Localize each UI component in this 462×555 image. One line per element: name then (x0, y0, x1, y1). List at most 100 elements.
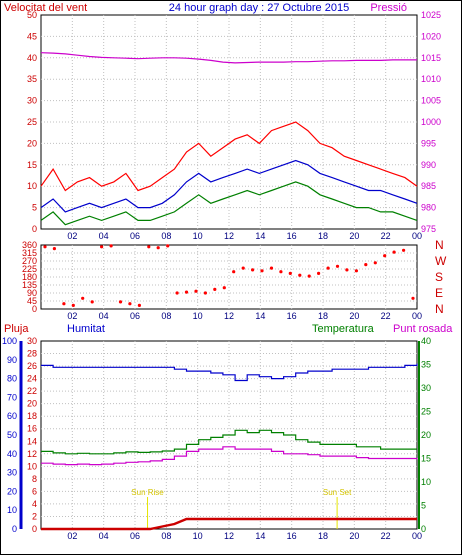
climate-x-tick: 10 (193, 531, 203, 541)
humidity-y-tick: 90 (7, 355, 17, 365)
wind-y-right-tick: 1000 (421, 117, 441, 127)
wind-y-right-tick: 995 (421, 138, 436, 148)
direction-point (241, 266, 245, 270)
direction-point (128, 302, 132, 306)
direction-point (62, 302, 66, 306)
climate-y-left-tick: 4 (32, 499, 37, 509)
climate-y-left-tick: 14 (27, 436, 37, 446)
direction-point (156, 246, 160, 250)
direction-point (109, 244, 113, 248)
wind-x-tick: 04 (99, 231, 109, 241)
wind-y-left-tick: 50 (27, 10, 37, 20)
climate-y-right-tick: 35 (421, 360, 431, 370)
direction-x-tick: 16 (287, 311, 297, 321)
wind-x-tick: 16 (287, 231, 297, 241)
wind-x-tick: 08 (161, 231, 171, 241)
climate-x-tick: 22 (381, 531, 391, 541)
direction-point (251, 268, 255, 272)
temp-humidity-rain-panel: 02 04 06 08 10 12 14 16 18 20 22 000246810121416182… (2, 336, 431, 541)
direction-y-left-tick: 315 (22, 248, 37, 258)
direction-point (392, 250, 396, 254)
climate-y-left-tick: 30 (27, 336, 37, 346)
direction-point (232, 270, 236, 274)
direction-x-tick: 08 (161, 311, 171, 321)
direction-x-tick: 18 (318, 311, 328, 321)
climate-x-tick: 04 (99, 531, 109, 541)
direction-point (137, 303, 141, 307)
climate-y-right-tick: 25 (421, 407, 431, 417)
humidity-y-tick: 50 (7, 430, 17, 440)
direction-y-left-tick: 90 (27, 288, 37, 298)
wind-avg-series (40, 159, 418, 213)
direction-point (222, 286, 226, 290)
wind-direction-panel: 02 04 06 08 10 12 14 16 18 20 22 000459013518022527… (22, 238, 447, 321)
climate-y-right-tick: 10 (421, 477, 431, 487)
chart-title: 24 hour graph day : 27 Octubre 2015 (169, 2, 349, 14)
direction-compass-label: E (435, 286, 443, 300)
climate-y-left-tick: 8 (32, 474, 37, 484)
wind-x-tick: 10 (193, 231, 203, 241)
direction-point (317, 271, 321, 275)
direction-point (307, 274, 311, 278)
rain-series-group (41, 517, 417, 531)
direction-y-left-tick: 45 (27, 296, 37, 306)
climate-y-left-tick: 10 (27, 461, 37, 471)
humidity-y-tick: 40 (7, 449, 17, 459)
humidity-y-tick: 70 (7, 392, 17, 402)
climate-y-left-tick: 12 (27, 449, 37, 459)
wind-x-tick: 22 (381, 231, 391, 241)
climate-y-left-tick: 24 (27, 374, 37, 384)
direction-point (52, 247, 57, 251)
climate-x-tick: 06 (130, 531, 140, 541)
direction-point (100, 245, 104, 249)
climate-y-left-tick: 6 (32, 486, 37, 496)
wind-y-right-tick: 990 (421, 160, 436, 170)
climate-y-left-tick: 0 (32, 524, 37, 534)
humidity-y-tick: 20 (7, 486, 17, 496)
wind-y-right-tick: 1015 (421, 53, 441, 63)
climate-y-right-tick: 5 (421, 501, 426, 511)
humidity-y-tick: 60 (7, 411, 17, 421)
climate-x-tick: 18 (318, 531, 328, 541)
direction-point (383, 254, 387, 258)
direction-point (90, 300, 94, 304)
direction-x-tick: 14 (255, 311, 265, 321)
climate-y-left-tick: 16 (27, 424, 37, 434)
humidity-y-tick: 80 (7, 374, 17, 384)
wind-y-left-tick: 25 (27, 117, 37, 127)
climate-y-right-tick: 20 (421, 430, 431, 440)
direction-point (279, 270, 283, 274)
direction-point (364, 263, 368, 267)
wind-x-tick: 20 (349, 231, 359, 241)
direction-x-tick: 20 (349, 311, 359, 321)
direction-y-left-tick: 270 (22, 256, 37, 266)
wind-y-right-tick: 985 (421, 181, 436, 191)
direction-point (335, 264, 340, 268)
climate-y-left-tick: 18 (27, 411, 37, 421)
wind-x-tick: 12 (224, 231, 234, 241)
temperature-axis-title: Temperatura (312, 323, 375, 335)
direction-x-tick: 02 (67, 311, 77, 321)
direction-y-left-tick: 0 (32, 304, 37, 314)
pressure-axis-title: Pressió (370, 2, 407, 14)
wind-min-series (40, 181, 418, 226)
direction-point (326, 266, 330, 270)
pressure-series (40, 52, 417, 64)
wind-y-left-tick: 30 (27, 96, 37, 106)
wind-y-left-tick: 15 (27, 160, 37, 170)
direction-point (43, 245, 47, 249)
direction-x-tick: 06 (130, 311, 140, 321)
wind-y-left-tick: 45 (27, 31, 37, 41)
direction-compass-label: S (435, 270, 443, 284)
climate-y-left-tick: 28 (27, 349, 37, 359)
climate-x-tick: 20 (349, 531, 359, 541)
direction-point (402, 248, 406, 252)
direction-y-left-tick: 180 (22, 272, 37, 282)
wind-y-right-tick: 975 (421, 224, 436, 234)
direction-point (184, 290, 189, 294)
climate-y-right-tick: 15 (421, 454, 431, 464)
direction-compass-label: W (435, 254, 447, 268)
climate-x-tick: 00 (412, 531, 422, 541)
wind-y-right-tick: 1005 (421, 96, 441, 106)
